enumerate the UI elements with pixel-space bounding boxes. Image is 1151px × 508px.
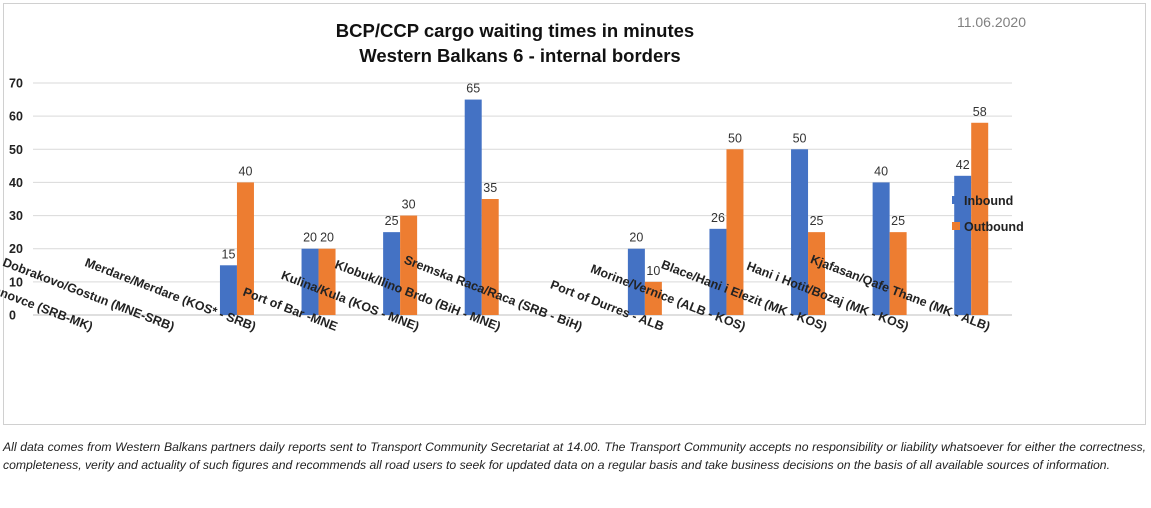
legend-label: Outbound <box>964 220 1024 234</box>
y-tick-label: 0 <box>9 309 16 323</box>
data-label: 40 <box>874 164 888 178</box>
legend-label: Inbound <box>964 194 1013 208</box>
bar-inbound <box>954 175 972 315</box>
y-tick-label: 20 <box>9 242 23 256</box>
chart-title: BCP/CCP cargo waiting times in minutes <box>336 20 694 41</box>
bar-inbound <box>627 248 645 315</box>
legend-swatch-outbound <box>952 222 960 230</box>
y-tick-label: 50 <box>9 143 23 157</box>
bar-inbound <box>219 265 237 315</box>
data-label: 20 <box>303 231 317 245</box>
legend: Inbound Outbound <box>952 194 1024 234</box>
y-tick-label: 70 <box>9 77 23 91</box>
y-tick-label: 60 <box>9 110 23 124</box>
data-label: 50 <box>728 131 742 145</box>
data-label: 20 <box>320 231 334 245</box>
chart-date: 11.06.2020 <box>957 14 1026 30</box>
bar-outbound <box>889 232 907 315</box>
data-label: 25 <box>810 214 824 228</box>
legend-swatch-inbound <box>952 196 960 204</box>
data-label: 65 <box>466 82 480 96</box>
bar-inbound <box>791 149 809 315</box>
chart-subtitle: Western Balkans 6 - internal borders <box>359 45 680 66</box>
bar-inbound <box>464 99 482 315</box>
data-label: 25 <box>385 214 399 228</box>
bar-outbound <box>236 182 254 315</box>
bar-outbound <box>971 122 989 316</box>
data-label: 40 <box>239 164 253 178</box>
disclaimer-text: All data comes from Western Balkans part… <box>3 440 1146 472</box>
bar-outbound <box>481 199 499 315</box>
data-label: 58 <box>973 105 987 119</box>
bar-chart: BCP/CCP cargo waiting times in minutes W… <box>0 14 1026 334</box>
bar-outbound <box>400 215 418 315</box>
bar-outbound <box>644 281 662 315</box>
bar-outbound <box>726 149 744 315</box>
data-label: 25 <box>891 214 905 228</box>
bar-outbound <box>318 248 336 315</box>
bars <box>219 99 989 316</box>
gridlines <box>33 82 1012 316</box>
y-axis-ticks: 0 10 20 30 40 50 60 70 <box>9 77 23 323</box>
bar-inbound <box>709 228 727 315</box>
data-label: 26 <box>711 211 725 225</box>
data-label: 50 <box>793 131 807 145</box>
bar-outbound <box>808 232 826 315</box>
bar-inbound <box>301 248 319 315</box>
data-label: 10 <box>646 264 660 278</box>
data-label: 30 <box>402 198 416 212</box>
data-label: 35 <box>483 181 497 195</box>
data-labels: 15 20 25 65 20 26 50 40 42 40 20 30 35 10 50 25 25 58 <box>222 82 987 278</box>
data-label: 15 <box>222 247 236 261</box>
y-tick-label: 30 <box>9 209 23 223</box>
bar-inbound <box>872 182 890 315</box>
data-label: 20 <box>629 231 643 245</box>
data-label: 42 <box>956 158 970 172</box>
y-tick-label: 40 <box>9 176 23 190</box>
y-tick-label: 10 <box>9 275 23 289</box>
bar-inbound <box>383 232 401 315</box>
